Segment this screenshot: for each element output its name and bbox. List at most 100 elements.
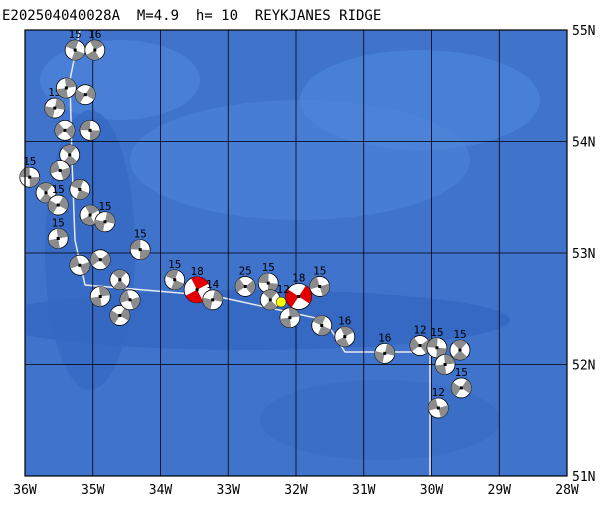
- focal-mechanism: [427, 397, 449, 419]
- beachball-quadrant: [80, 120, 91, 131]
- beachball-quadrant: [60, 167, 71, 180]
- beachball-quadrant: [319, 283, 330, 297]
- beachball-quadrant: [452, 340, 467, 351]
- x-tick-label: 29W: [488, 483, 512, 498]
- beachball-quadrant: [317, 325, 331, 336]
- beachball-quadrant: [85, 86, 96, 100]
- depth-label: 15: [52, 183, 65, 196]
- beachball-axis: [63, 128, 67, 132]
- focal-mechanism: [449, 339, 471, 361]
- beachball-quadrant: [86, 50, 100, 61]
- beachball-quadrant: [54, 122, 65, 137]
- depth-label: 15: [23, 155, 36, 168]
- beachball-axis: [436, 406, 440, 410]
- beachball-quadrant: [374, 350, 385, 364]
- beachball-axis: [243, 284, 247, 288]
- focal-mechanism: [47, 194, 69, 216]
- beachball-quadrant: [426, 337, 438, 348]
- beachball-quadrant: [279, 317, 292, 328]
- focal-mechanism: [311, 315, 333, 336]
- beachball-quadrant: [56, 87, 68, 98]
- depth-label: 15: [455, 366, 468, 379]
- focal-mechanism: [374, 342, 396, 364]
- beachball-quadrant: [428, 398, 439, 411]
- depth-label: 12: [276, 283, 289, 296]
- beachball-quadrant: [81, 215, 95, 226]
- beachball-quadrant: [58, 196, 69, 211]
- depth-label: 15: [98, 200, 111, 213]
- beachball-quadrant: [298, 285, 312, 304]
- focal-mechanism: [79, 119, 101, 141]
- x-tick-label: 36W: [13, 483, 37, 498]
- focal-mechanism: [109, 305, 131, 326]
- focal-mechanism: [64, 39, 86, 61]
- focal-mechanism: [129, 239, 151, 261]
- beachball-quadrant: [235, 278, 246, 293]
- beachball-quadrant: [90, 296, 102, 307]
- beachball-axis: [56, 237, 60, 241]
- beachball-quadrant: [309, 276, 320, 290]
- beachball-quadrant: [436, 347, 447, 358]
- focal-mechanism: [89, 249, 111, 271]
- beachball-axis: [320, 323, 324, 327]
- focal-mechanism: [119, 289, 141, 311]
- depth-label: 15: [453, 328, 466, 341]
- focal-mechanism: [234, 276, 256, 297]
- beachball-quadrant: [170, 279, 184, 290]
- beachball-quadrant: [263, 299, 278, 310]
- beachball-quadrant: [75, 89, 86, 104]
- beachball-quadrant: [65, 40, 79, 51]
- focal-mechanism: [44, 97, 66, 119]
- beachball-axis: [266, 281, 270, 285]
- beachball-quadrant: [69, 255, 80, 269]
- depth-label: 16: [378, 331, 391, 344]
- beachball-quadrant: [94, 219, 105, 232]
- beachball-quadrant: [112, 269, 127, 280]
- beachball-quadrant: [245, 280, 256, 295]
- x-tick-label: 28W: [555, 483, 579, 498]
- y-tick-label: 55N: [572, 24, 595, 39]
- y-tick-label: 52N: [572, 359, 595, 374]
- focal-mechanism: [89, 286, 111, 307]
- beachball-axis: [268, 298, 272, 302]
- beachball-quadrant: [89, 130, 101, 141]
- beachball-quadrant: [79, 261, 90, 275]
- beachball-axis: [64, 86, 68, 90]
- beachball-axis: [98, 258, 102, 262]
- beachball-axis: [44, 191, 48, 195]
- beachball-quadrant: [335, 336, 350, 347]
- beachball-axis: [459, 386, 463, 390]
- beachball-quadrant: [461, 379, 472, 394]
- beachball-axis: [138, 248, 142, 252]
- focal-mechanism: [450, 377, 472, 399]
- y-tick-label: 53N: [572, 247, 595, 262]
- beachball-axis: [418, 344, 422, 348]
- beachball-quadrant: [113, 279, 128, 290]
- beachball-axis: [443, 363, 447, 366]
- depth-label: 16: [338, 315, 351, 328]
- beachball-quadrant: [38, 182, 53, 193]
- beachball-quadrant: [130, 296, 141, 310]
- beachball-quadrant: [453, 350, 468, 361]
- beachball-quadrant: [109, 310, 120, 324]
- beachball-quadrant: [29, 177, 40, 188]
- beachball-axis: [53, 106, 57, 110]
- beachball-quadrant: [191, 276, 209, 290]
- beachball-quadrant: [202, 297, 213, 310]
- focal-mechanism: [69, 179, 91, 200]
- focal-mechanism: [334, 326, 356, 348]
- beachball-quadrant: [288, 307, 300, 318]
- focal-mechanism: [409, 335, 431, 356]
- focal-mechanism: [285, 283, 313, 310]
- beachball-quadrant: [54, 98, 65, 110]
- depth-label: 16: [88, 28, 101, 41]
- beachball-quadrant: [90, 251, 101, 266]
- beachball-quadrant: [44, 106, 55, 118]
- beachball-axis: [297, 294, 301, 298]
- focal-mechanism: [94, 211, 116, 233]
- beachball-quadrant: [285, 289, 299, 308]
- depth-label: 18: [292, 271, 305, 284]
- beachball-quadrant: [438, 405, 449, 418]
- beachball-axis: [68, 153, 72, 157]
